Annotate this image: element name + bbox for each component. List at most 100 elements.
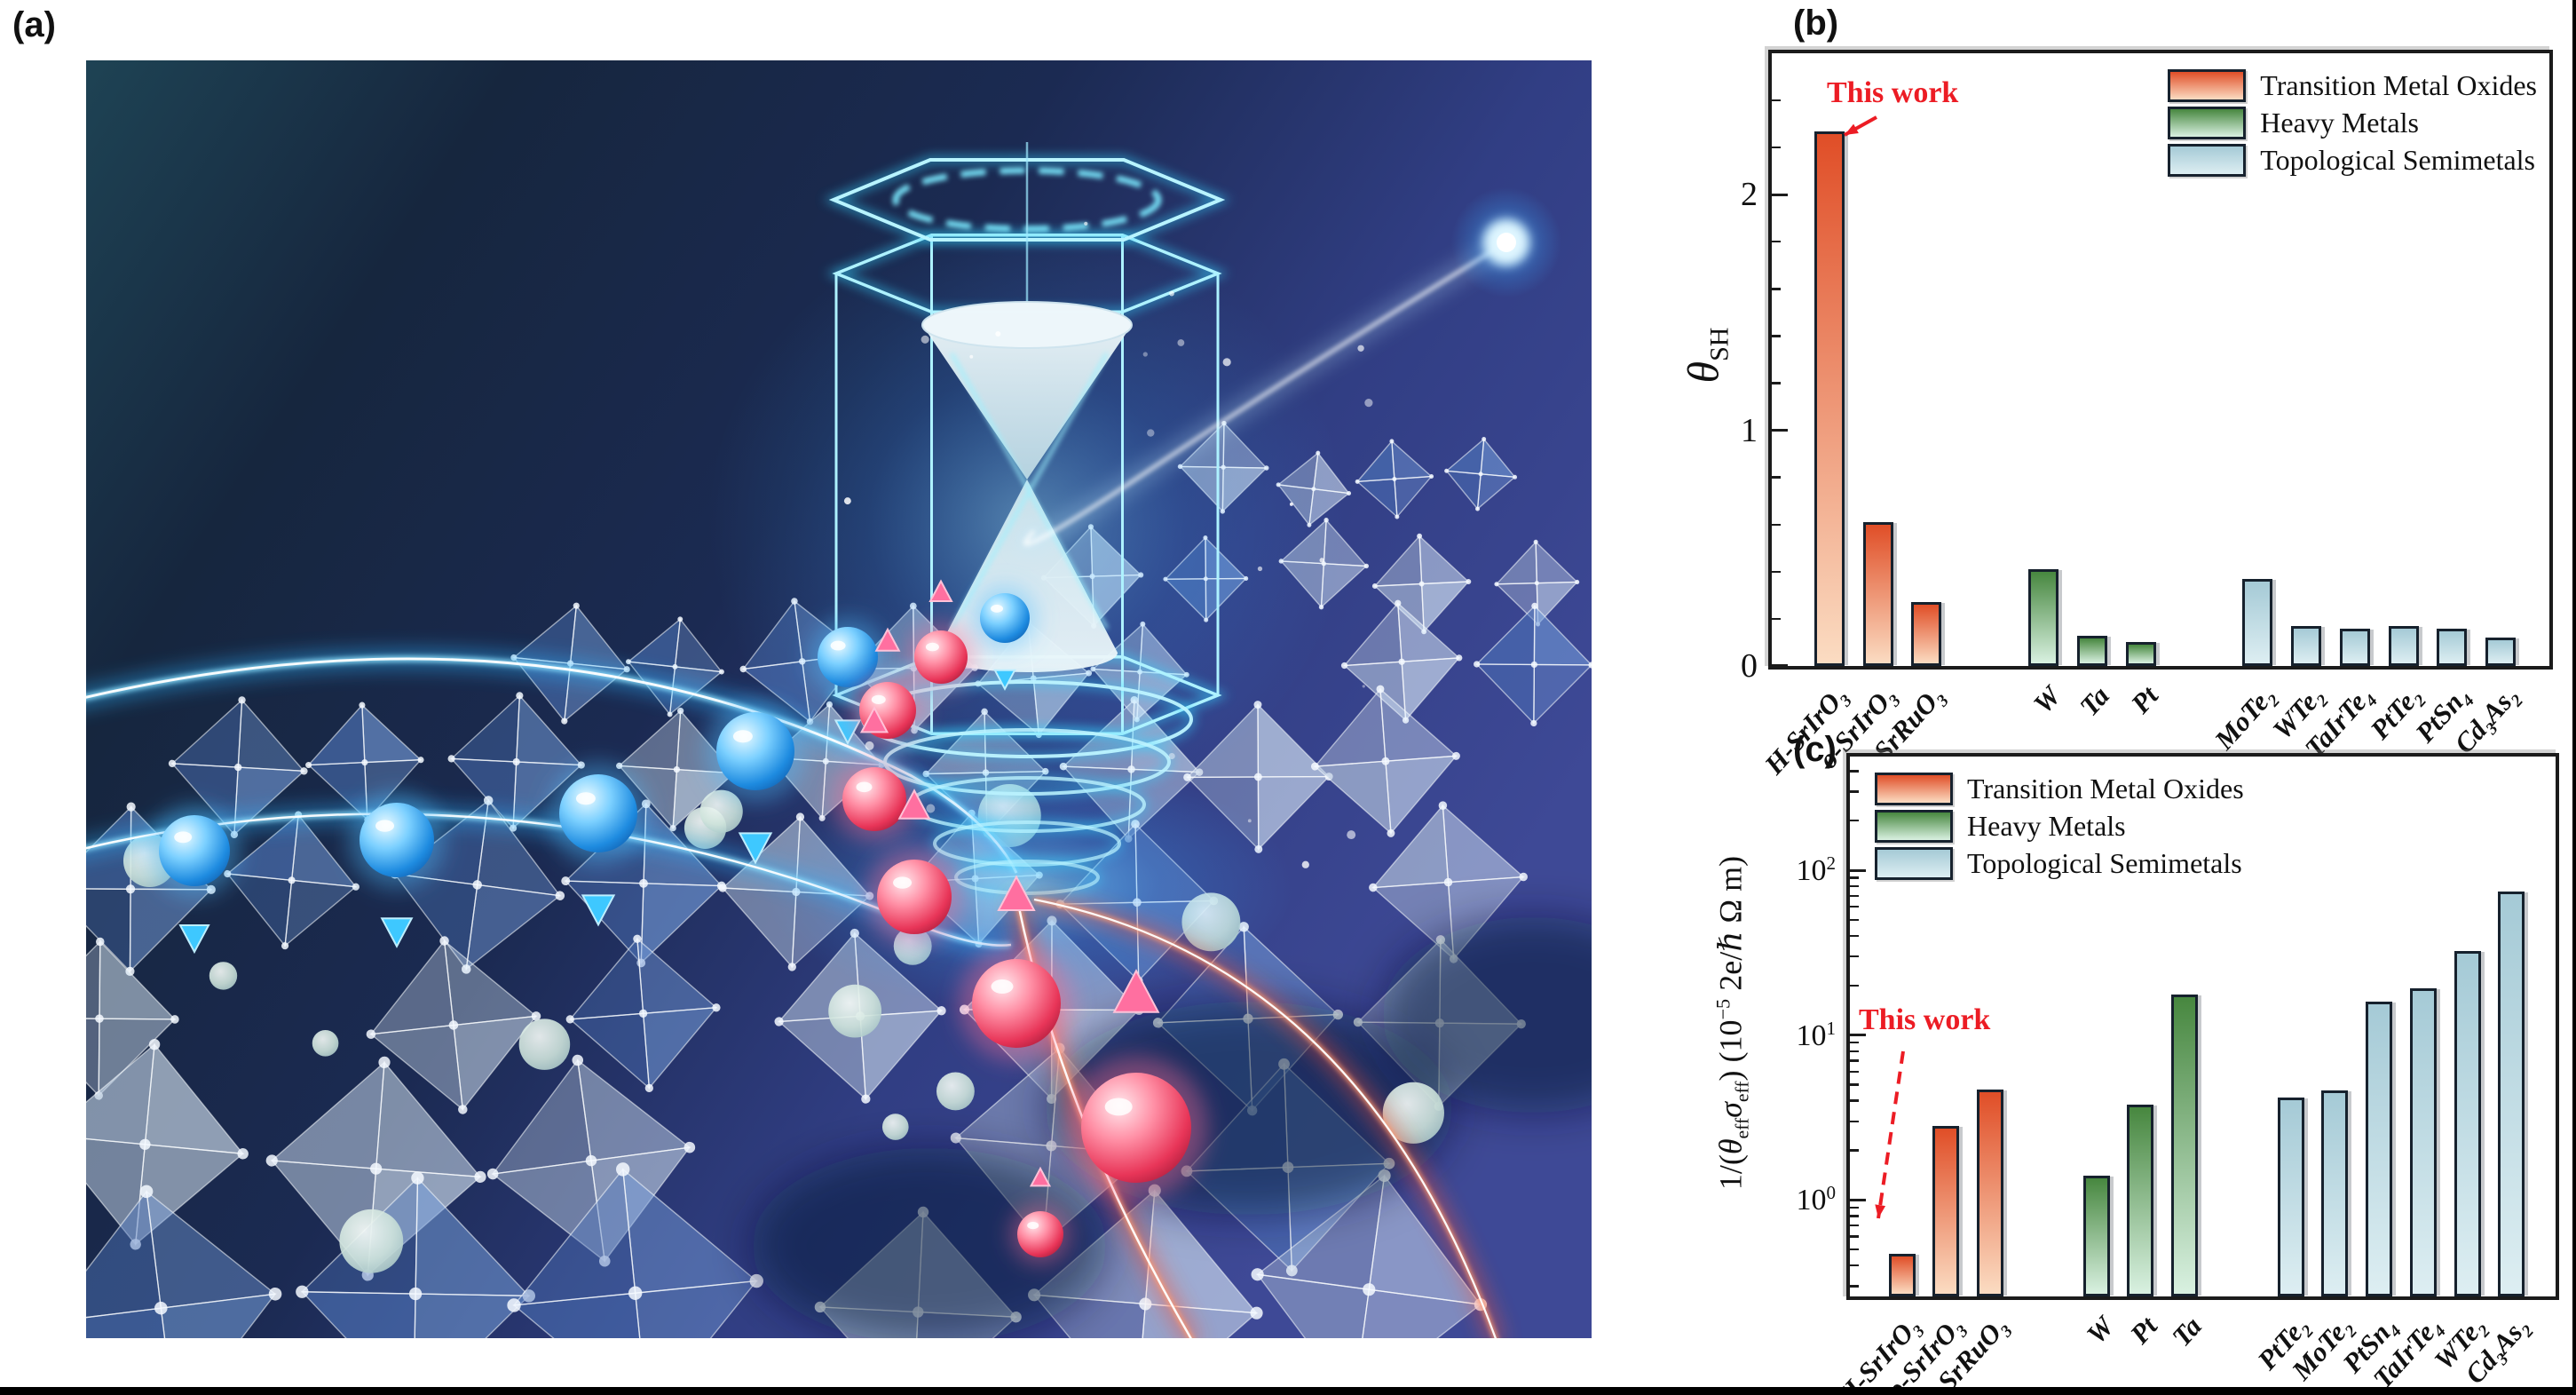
legend-swatch-ts [1875, 847, 1953, 880]
legend-label: Transition Metal Oxides [2260, 69, 2537, 101]
this-work-annotation: This work [1859, 1003, 1991, 1036]
octahedron [1340, 599, 1463, 724]
spin-up-electron [865, 789, 963, 946]
legend-label: Heavy Metals [1967, 810, 2126, 842]
y-minor-tick [1850, 884, 1859, 888]
y-minor-tick [1850, 876, 1859, 879]
legend-item: Topological Semimetals [2168, 144, 2537, 177]
y-minor-tick [1772, 570, 1781, 574]
bar [2076, 635, 2107, 666]
y-tick-label: 2 [1741, 176, 1758, 214]
y-minor-tick [1850, 918, 1859, 922]
y-minor-tick [1850, 934, 1859, 938]
crystal-spin-hall-illustration [86, 60, 1592, 1338]
y-minor-tick [1850, 1224, 1859, 1227]
bar [2277, 1097, 2304, 1296]
octahedron [507, 1162, 763, 1338]
shadow-gap [1382, 917, 1592, 1113]
spin-down-electron [348, 791, 446, 948]
y-minor-tick [1772, 288, 1781, 290]
y-minor-tick [1850, 1248, 1859, 1251]
atom-sphere [518, 1019, 571, 1070]
plot-area-spin-hall-angle: 0 1 2 H-SrIrO3 o-SrIrO3 SrRuO3 W Ta Pt MoTe2 WTe2 T… [1741, 50, 2553, 781]
y-minor-tick [1850, 1059, 1859, 1062]
legend-item: Transition Metal Oxides [1875, 773, 2244, 805]
sparkles [843, 221, 1373, 868]
y-major-tick [1850, 1034, 1866, 1037]
bar [2321, 1090, 2349, 1296]
octahedron [1310, 685, 1460, 837]
bar [1862, 522, 1893, 666]
octahedron [1371, 533, 1472, 635]
bar [2498, 891, 2525, 1296]
panel-c-label: (c) [1793, 730, 1837, 769]
bar [2339, 628, 2370, 666]
bar [2242, 578, 2273, 666]
legend-swatch-tmo [1875, 773, 1953, 805]
bar [2127, 1104, 2154, 1296]
legend-label: Topological Semimetals [1967, 847, 2242, 879]
bar [2454, 950, 2481, 1296]
octahedron [86, 1185, 282, 1338]
y-axis-label-spin-hall-angle: θSH [1678, 327, 1734, 384]
atom-sphere [1382, 1082, 1444, 1144]
legend: Transition Metal Oxides Heavy Metals Topol… [1875, 773, 2244, 880]
y-minor-tick [1850, 1120, 1859, 1123]
y-major-tick [1772, 429, 1788, 432]
hexagon-ring [823, 142, 1231, 327]
y-minor-tick [1850, 1149, 1859, 1152]
bar [2290, 625, 2321, 666]
bar [1911, 602, 1942, 666]
y-major-tick [1850, 1198, 1866, 1201]
octahedron [1474, 602, 1592, 727]
octahedron [1444, 437, 1518, 511]
illustration-scene [86, 60, 1592, 1338]
y-minor-tick [1850, 1264, 1859, 1267]
y-minor-tick [1772, 146, 1781, 149]
spin-up-electron [1064, 969, 1208, 1200]
legend: Transition Metal Oxides Heavy Metals Topol… [2168, 69, 2537, 177]
octahedron [86, 1039, 249, 1250]
y-minor-tick [1850, 790, 1859, 793]
y-minor-tick [1772, 335, 1781, 337]
y-minor-tick [1850, 1070, 1859, 1074]
spin-down-electron [148, 805, 241, 955]
bar [1977, 1089, 2004, 1296]
bar [2485, 638, 2517, 666]
bar [2125, 642, 2156, 666]
y-minor-tick [1850, 1285, 1859, 1288]
y-minor-tick [1772, 476, 1781, 479]
legend-item: Topological Semimetals [1875, 847, 2244, 880]
legend-item: Transition Metal Oxides [2168, 69, 2537, 102]
octahedron [486, 1054, 696, 1267]
atom-sphere [312, 1029, 339, 1057]
spin-up-electron [833, 706, 916, 841]
bar [1932, 1126, 1960, 1296]
atom-sphere [209, 962, 238, 990]
shadow-gap [752, 1148, 1107, 1338]
y-tick-label: 100 [1796, 1182, 1836, 1217]
plot-area-power-efficiency: 100 101 102 H-SrIrO3 o-SrIrO3 SrRuO3 W Pt Ta PtTe… [1796, 753, 2559, 1387]
y-tick-label: 101 [1796, 1017, 1836, 1052]
atom-sphere [828, 984, 882, 1038]
octahedron [447, 692, 585, 832]
y-minor-tick [1772, 523, 1781, 526]
spin-up-electron [1010, 1166, 1071, 1264]
y-minor-tick [1850, 1206, 1859, 1209]
y-minor-tick [1850, 770, 1859, 773]
octahedron [1355, 439, 1434, 519]
y-minor-tick [1772, 241, 1781, 243]
panel-b-label: (b) [1793, 4, 1839, 43]
legend-item: Heavy Metals [1875, 810, 2244, 843]
legend-label: Topological Semimetals [2260, 144, 2535, 176]
octahedron [366, 936, 541, 1114]
y-minor-tick [1850, 894, 1859, 898]
octahedron [1494, 539, 1580, 627]
spin-down-electron [547, 762, 650, 927]
y-minor-tick [1850, 955, 1859, 958]
panel-a-label: (a) [12, 5, 56, 44]
bar [2171, 994, 2199, 1296]
y-minor-tick [1850, 984, 1859, 987]
spin-current-beam-right [1032, 893, 1502, 1338]
octahedron [224, 811, 360, 950]
